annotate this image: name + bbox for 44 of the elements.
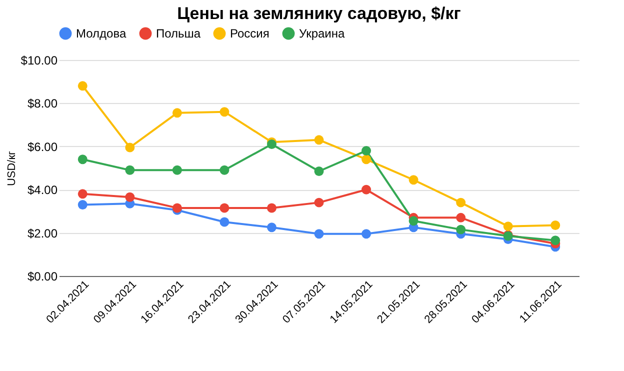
legend-label: Молдова xyxy=(76,26,126,41)
y-tick-label: $2.00 xyxy=(27,226,58,240)
legend-label: Украина xyxy=(299,26,346,41)
y-tick-label: $4.00 xyxy=(27,183,58,198)
point xyxy=(78,189,88,199)
point xyxy=(266,140,276,149)
point xyxy=(362,154,372,164)
point xyxy=(220,107,230,117)
point xyxy=(362,184,372,194)
point xyxy=(125,192,135,202)
point xyxy=(78,200,88,210)
point xyxy=(220,217,230,227)
y-tick-label: $6.00 xyxy=(27,140,58,154)
point xyxy=(172,108,182,118)
point xyxy=(408,175,418,185)
point xyxy=(314,229,324,239)
point xyxy=(550,220,560,230)
y-tick-label: $0.00 xyxy=(27,270,58,284)
point xyxy=(220,203,230,213)
point xyxy=(550,236,560,246)
point xyxy=(314,198,324,208)
point xyxy=(362,229,372,239)
point xyxy=(78,81,88,91)
point xyxy=(125,165,135,175)
point xyxy=(172,165,182,175)
legend-label: Россия xyxy=(230,26,270,41)
y-axis-title: USD/кг xyxy=(6,150,18,186)
point xyxy=(503,222,513,232)
point xyxy=(456,212,466,222)
point xyxy=(220,165,230,175)
point xyxy=(266,203,276,213)
y-tick-label: $10.00 xyxy=(20,54,58,68)
point xyxy=(78,154,88,164)
legend-label: Польша xyxy=(156,26,201,41)
point xyxy=(456,198,466,208)
point xyxy=(266,222,276,232)
point xyxy=(125,142,135,152)
point xyxy=(314,166,324,176)
point xyxy=(314,135,324,145)
chart-title: Цены на землянику садовую, $/кг xyxy=(177,4,461,23)
point xyxy=(362,146,372,156)
point xyxy=(456,224,466,234)
point xyxy=(408,216,418,226)
y-tick-label: $8.00 xyxy=(27,96,58,111)
